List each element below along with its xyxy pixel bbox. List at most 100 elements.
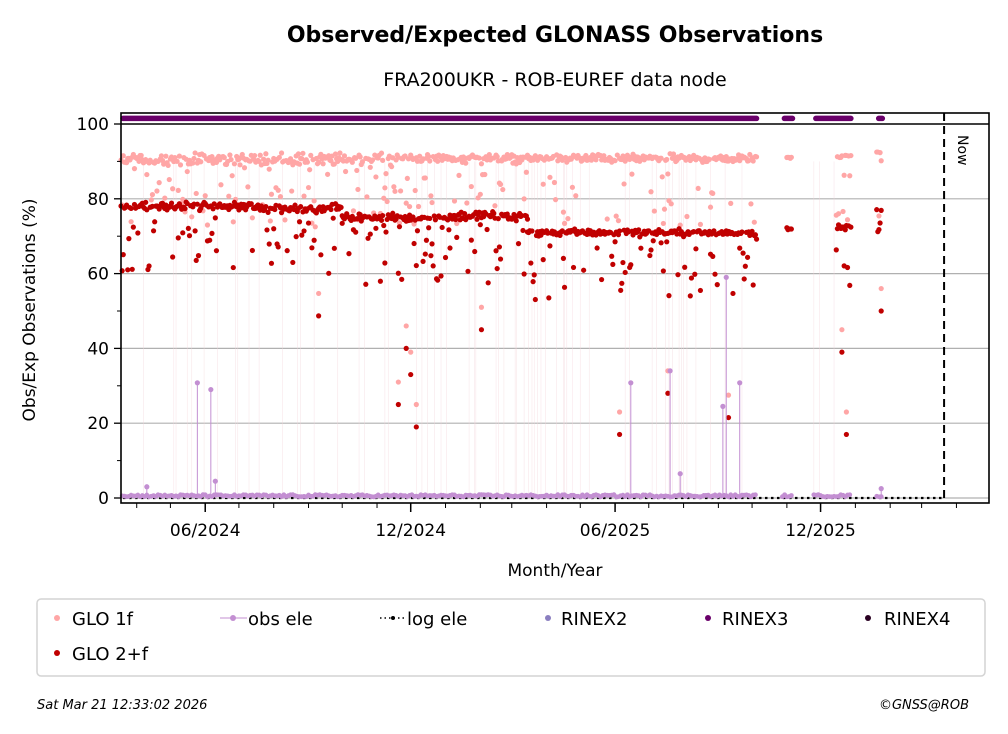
glo-2f-point	[396, 224, 403, 230]
glo-2f-point	[618, 287, 624, 293]
legend-item-rinex4: RINEX4	[865, 609, 950, 630]
glo-1f-point	[289, 188, 295, 194]
glo-1f-point	[613, 213, 619, 219]
obs-ele-point	[878, 486, 884, 492]
glo-1f-point	[364, 194, 370, 200]
glo-2f-point	[874, 207, 880, 213]
glo-1f-point	[193, 190, 199, 197]
glo-1f-point	[753, 154, 760, 160]
glo-1f-point	[560, 209, 567, 215]
glo-2f-point	[414, 228, 421, 234]
glo-2f-point	[275, 244, 281, 250]
glo-1f-point	[750, 158, 756, 164]
glo-2f-point	[447, 245, 453, 251]
glo-1f-point	[404, 175, 410, 182]
glo-1f-point	[204, 222, 211, 228]
glo-2f-point	[609, 253, 615, 259]
legend-frame	[36, 598, 986, 677]
glo-1f-point	[616, 409, 623, 415]
glo-2f-point	[561, 284, 568, 290]
glo-1f-point	[316, 159, 322, 165]
glo-1f-point	[144, 171, 150, 178]
glo-1f-point	[658, 155, 664, 161]
glo-1f-point	[464, 200, 470, 206]
glo-1f-point	[408, 349, 414, 355]
glo-1f-point	[148, 197, 154, 203]
glo-1f-point	[422, 175, 428, 181]
glo-2f-point	[619, 280, 625, 286]
glo-2f-point	[665, 390, 671, 396]
glo-2f-point	[129, 266, 135, 272]
y-tick-label: 100	[77, 115, 109, 135]
glo-2f-point	[150, 228, 157, 234]
glo-1f-point	[573, 193, 579, 199]
glo-2f-point	[182, 206, 188, 212]
glo-1f-point	[165, 162, 171, 169]
glo-2f-point	[422, 251, 428, 257]
glo-2f-point	[530, 279, 536, 285]
glo-2f-point	[213, 248, 220, 254]
glo-1f-point	[138, 152, 144, 159]
glo-2f-point	[531, 272, 537, 278]
glo-2f-point	[628, 262, 634, 268]
glo-2f-point	[710, 253, 716, 259]
glo-1f-point	[184, 168, 190, 175]
glo-2f-point	[730, 290, 736, 297]
glo-1f-point	[275, 187, 281, 193]
glo-2f-point	[293, 234, 299, 240]
plot-area	[118, 115, 945, 500]
legend-label-glo-1f: GLO 1f	[72, 609, 134, 630]
glo-2f-point	[521, 271, 527, 277]
glo-1f-point	[482, 171, 488, 178]
glo-2f-point	[230, 264, 236, 271]
glo-1f-point	[357, 154, 363, 160]
glo-1f-point	[192, 150, 198, 156]
glo-1f-point	[311, 198, 317, 204]
glo-1f-point	[877, 150, 883, 156]
glo-1f-point	[552, 197, 559, 203]
glo-2f-point	[390, 210, 396, 216]
glo-2f-point	[378, 217, 385, 223]
legend-label-log-ele: log ele	[407, 609, 467, 630]
glo-2f-point	[346, 251, 352, 257]
glo-1f-point	[252, 152, 258, 159]
glo-2f-point	[878, 308, 884, 314]
glo-1f-point	[337, 150, 343, 156]
glo-2f-point	[636, 227, 642, 233]
x-tick-label: 06/2025	[580, 521, 651, 541]
glo-2f-point	[877, 220, 883, 226]
glo-1f-point	[583, 152, 589, 159]
glo-2f-point	[263, 203, 269, 210]
glo-2f-point	[454, 234, 460, 240]
glo-1f-point	[684, 213, 690, 220]
legend-marker-log-ele	[391, 616, 395, 620]
glo-1f-point	[230, 219, 236, 225]
glo-1f-point	[149, 192, 156, 198]
glo-2f-point	[693, 246, 699, 252]
glo-1f-point	[468, 183, 474, 190]
glo-2f-point	[408, 371, 414, 378]
glo-1f-point	[748, 201, 754, 207]
glo-1f-point	[384, 198, 390, 205]
legend-item-rinex2: RINEX2	[545, 609, 627, 630]
glo-2f-point	[468, 237, 474, 243]
glo-2f-point	[647, 252, 653, 259]
chart-title: Observed/Expected GLONASS Observations	[287, 23, 823, 48]
glo-2f-point	[675, 272, 681, 278]
glo-1f-point	[296, 161, 303, 167]
glo-1f-point	[668, 201, 674, 207]
glo-1f-point	[381, 195, 387, 201]
glo-2f-point	[192, 228, 198, 234]
glo-2f-point	[128, 205, 134, 212]
glo-2f-point	[272, 206, 278, 213]
glo-2f-point	[175, 235, 181, 241]
glo-2f-point	[752, 232, 759, 238]
glo-1f-point	[382, 185, 388, 191]
glo-2f-point	[688, 275, 695, 281]
glo-1f-point	[878, 285, 884, 292]
glo-1f-point	[746, 158, 752, 164]
glo-2f-point	[130, 224, 136, 230]
glo-1f-point	[228, 156, 234, 163]
glo-2f-point	[520, 227, 526, 234]
obs-ele-point	[194, 380, 200, 386]
